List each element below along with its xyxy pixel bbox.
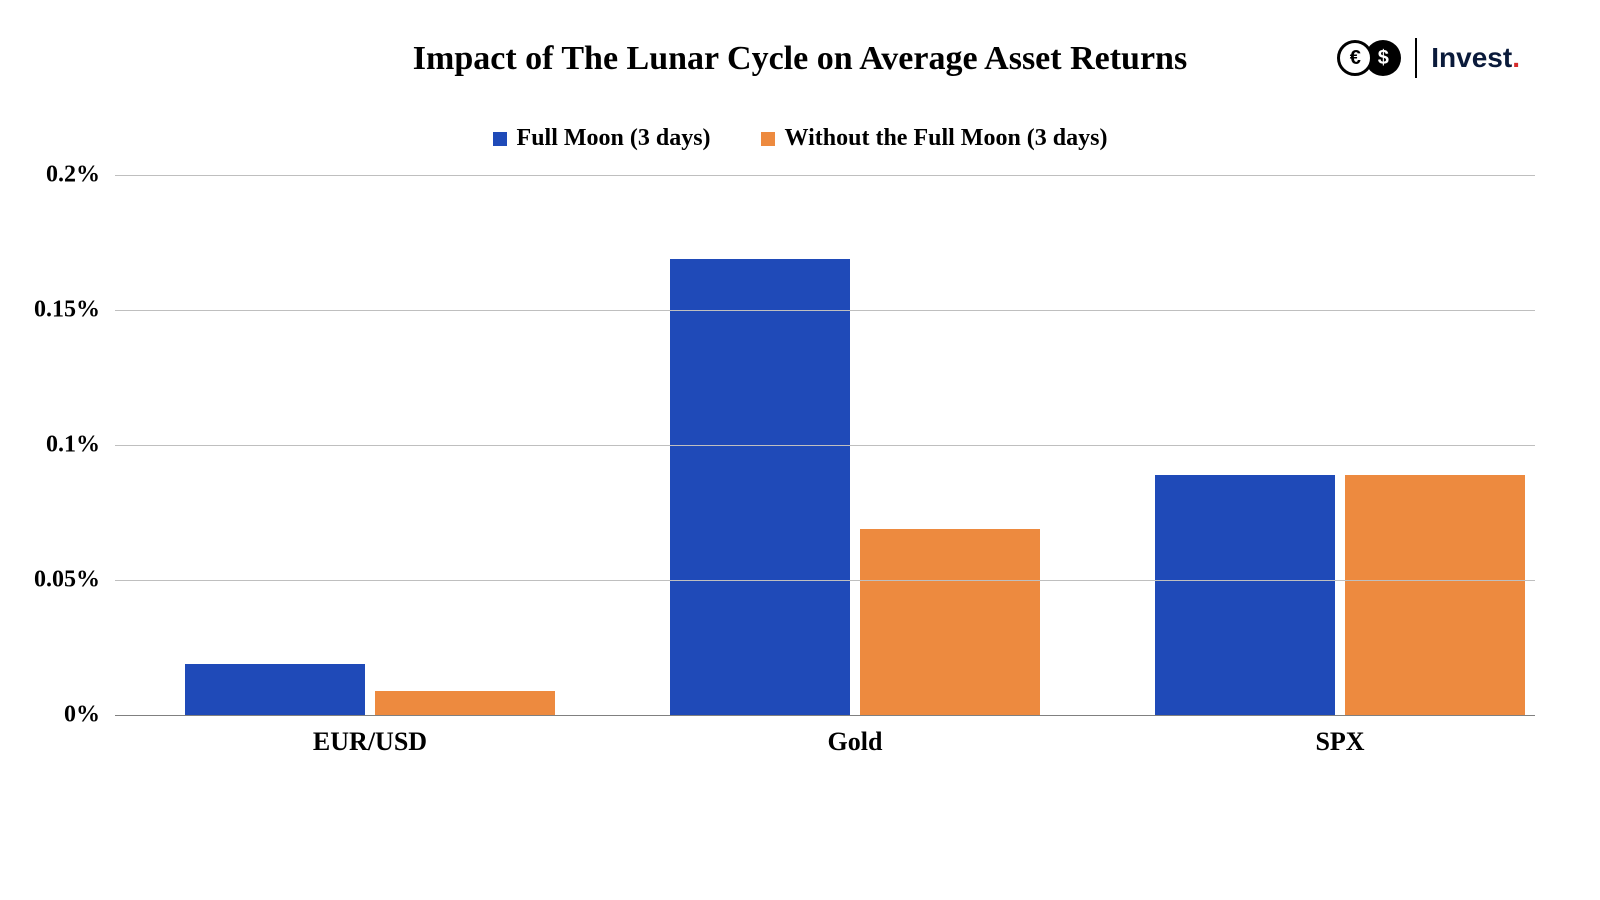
chart-container: Impact of The Lunar Cycle on Average Ass… <box>0 0 1600 900</box>
bar <box>860 529 1040 715</box>
brand-dot: . <box>1512 42 1520 73</box>
gridline <box>115 175 1535 176</box>
ytick-label: 0.05% <box>10 567 100 594</box>
ytick-label: 0.1% <box>10 432 100 459</box>
brand-name-text: Invest <box>1431 42 1512 73</box>
bar <box>670 259 850 715</box>
legend-label: Full Moon (3 days) <box>517 125 711 152</box>
gridline <box>115 580 1535 581</box>
xlabel: SPX <box>1315 727 1364 757</box>
xlabel: EUR/USD <box>313 727 427 757</box>
legend-item: Full Moon (3 days) <box>493 125 711 152</box>
legend-swatch <box>761 132 775 146</box>
xlabel: Gold <box>828 727 883 757</box>
chart-plot-area: 0%0.05%0.1%0.15%0.2% <box>115 175 1535 715</box>
ytick-label: 0.15% <box>10 297 100 324</box>
brand-logo: € $ Invest. <box>1337 38 1520 78</box>
gridline <box>115 445 1535 446</box>
chart-legend: Full Moon (3 days) Without the Full Moon … <box>0 125 1600 152</box>
logo-coins-icon: € $ <box>1337 40 1401 76</box>
legend-item: Without the Full Moon (3 days) <box>761 125 1108 152</box>
bar <box>1345 475 1525 715</box>
bar <box>375 691 555 715</box>
bar <box>185 664 365 715</box>
ytick-label: 0.2% <box>10 162 100 189</box>
euro-coin-icon: € <box>1337 40 1373 76</box>
legend-label: Without the Full Moon (3 days) <box>785 125 1108 152</box>
bar <box>1155 475 1335 715</box>
brand-name: Invest. <box>1431 42 1520 74</box>
gridline <box>115 310 1535 311</box>
logo-divider <box>1415 38 1417 78</box>
gridline <box>115 715 1535 716</box>
ytick-label: 0% <box>10 702 100 729</box>
legend-swatch <box>493 132 507 146</box>
